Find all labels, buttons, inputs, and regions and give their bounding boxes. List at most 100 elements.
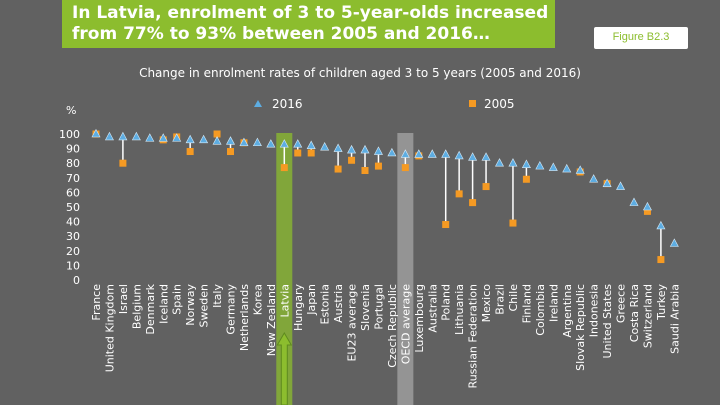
- category-label: Slovenia: [359, 284, 372, 331]
- point-2016: [562, 163, 572, 173]
- category-label: Brazil: [494, 284, 507, 315]
- point-2005: [361, 167, 369, 174]
- point-2016: [252, 137, 262, 147]
- category-label: Mexico: [480, 284, 493, 323]
- point-2005: [119, 159, 127, 167]
- point-2016: [441, 149, 451, 158]
- point-2016: [642, 201, 652, 211]
- category-label: Israel: [117, 284, 130, 314]
- category-label: Hungary: [292, 284, 305, 331]
- point-2016: [387, 147, 397, 157]
- category-label: Belgium: [130, 284, 143, 329]
- category-label: Latvia: [278, 284, 291, 318]
- point-2016: [495, 158, 504, 167]
- point-2016: [656, 220, 666, 230]
- point-2016: [548, 162, 558, 171]
- category-label: New Zealand: [265, 284, 278, 356]
- point-2005: [213, 130, 221, 138]
- y-tick-label: 70: [66, 172, 80, 185]
- legend-2005-label: 2005: [484, 97, 515, 111]
- point-2016: [226, 136, 235, 145]
- y-tick-label: 90: [66, 143, 80, 156]
- category-label: Slovak Republic: [574, 284, 587, 371]
- point-2016: [360, 144, 370, 154]
- y-tick-label: 20: [66, 245, 80, 258]
- point-2016: [185, 134, 195, 144]
- point-2016: [481, 152, 491, 161]
- point-2005: [442, 221, 450, 229]
- point-2016: [414, 149, 424, 158]
- category-label: Germany: [225, 284, 238, 335]
- category-label: Turkey: [655, 284, 668, 321]
- figure-badge: Figure B2.3: [594, 27, 688, 49]
- point-2016: [602, 178, 612, 187]
- point-2016: [145, 133, 155, 142]
- point-2005: [643, 207, 651, 215]
- category-label: Norway: [184, 284, 197, 326]
- highlight-band-oecd-average: [397, 133, 414, 405]
- category-label: Iceland: [157, 284, 170, 324]
- category-label: Denmark: [144, 283, 157, 334]
- category-label: Greece: [615, 284, 628, 323]
- y-tick-label: 10: [66, 259, 80, 272]
- y-tick-label: 30: [66, 230, 80, 243]
- point-2016: [293, 139, 303, 148]
- category-label: Australia: [426, 284, 439, 333]
- point-2005: [307, 149, 315, 157]
- category-label: Russian Federation: [467, 284, 480, 388]
- y-tick-label: 50: [66, 201, 80, 214]
- point-2005: [482, 183, 490, 191]
- point-2016: [589, 174, 599, 183]
- point-2016: [521, 159, 531, 168]
- page-title: In Latvia, enrolment of 3 to 5-year-olds…: [72, 3, 549, 44]
- category-label: Luxembourg: [413, 284, 426, 353]
- point-2016: [508, 158, 518, 167]
- point-2016: [118, 131, 128, 141]
- category-label: France: [90, 284, 103, 321]
- point-2016: [212, 136, 222, 145]
- point-2005: [186, 148, 194, 156]
- point-2016: [239, 137, 249, 147]
- point-2016: [131, 131, 141, 141]
- point-2005: [348, 156, 356, 164]
- point-2005: [401, 164, 409, 172]
- highlight-band-latvia: [276, 133, 293, 405]
- point-2005: [374, 162, 382, 170]
- point-2016: [266, 139, 276, 148]
- category-label: Japan: [305, 284, 318, 316]
- category-label: OECD average: [399, 284, 412, 365]
- point-2016: [400, 149, 410, 158]
- category-label: Finland: [520, 284, 533, 323]
- point-2016: [347, 144, 357, 154]
- category-label: Czech Republic: [386, 284, 399, 368]
- point-2016: [629, 197, 639, 206]
- legend-2016-marker: [254, 100, 262, 107]
- point-2016: [535, 160, 545, 170]
- category-label: Chile: [507, 284, 520, 312]
- category-label: United States: [601, 284, 614, 359]
- category-label: Portugal: [372, 284, 385, 330]
- point-2016: [104, 131, 114, 141]
- y-tick-label: 40: [66, 216, 80, 229]
- category-label: Spain: [171, 284, 184, 315]
- y-axis-unit: %: [66, 104, 76, 117]
- point-2005: [522, 175, 530, 183]
- category-label: Poland: [440, 284, 453, 321]
- point-2016: [306, 140, 316, 149]
- point-2016: [333, 143, 343, 152]
- y-tick-label: 100: [59, 128, 80, 141]
- point-2016: [199, 134, 209, 144]
- point-2005: [469, 199, 477, 207]
- point-2005: [227, 148, 234, 156]
- category-label: Austria: [332, 284, 345, 323]
- point-2005: [334, 165, 342, 173]
- category-label: Ireland: [547, 284, 560, 322]
- category-label: Indonesia: [588, 284, 601, 337]
- category-label: Italy: [211, 284, 224, 308]
- point-2016: [454, 150, 464, 160]
- point-2016: [320, 142, 330, 151]
- point-2016: [616, 181, 626, 190]
- y-tick-label: 60: [66, 186, 80, 199]
- point-2005: [455, 190, 463, 198]
- point-2016: [158, 133, 168, 142]
